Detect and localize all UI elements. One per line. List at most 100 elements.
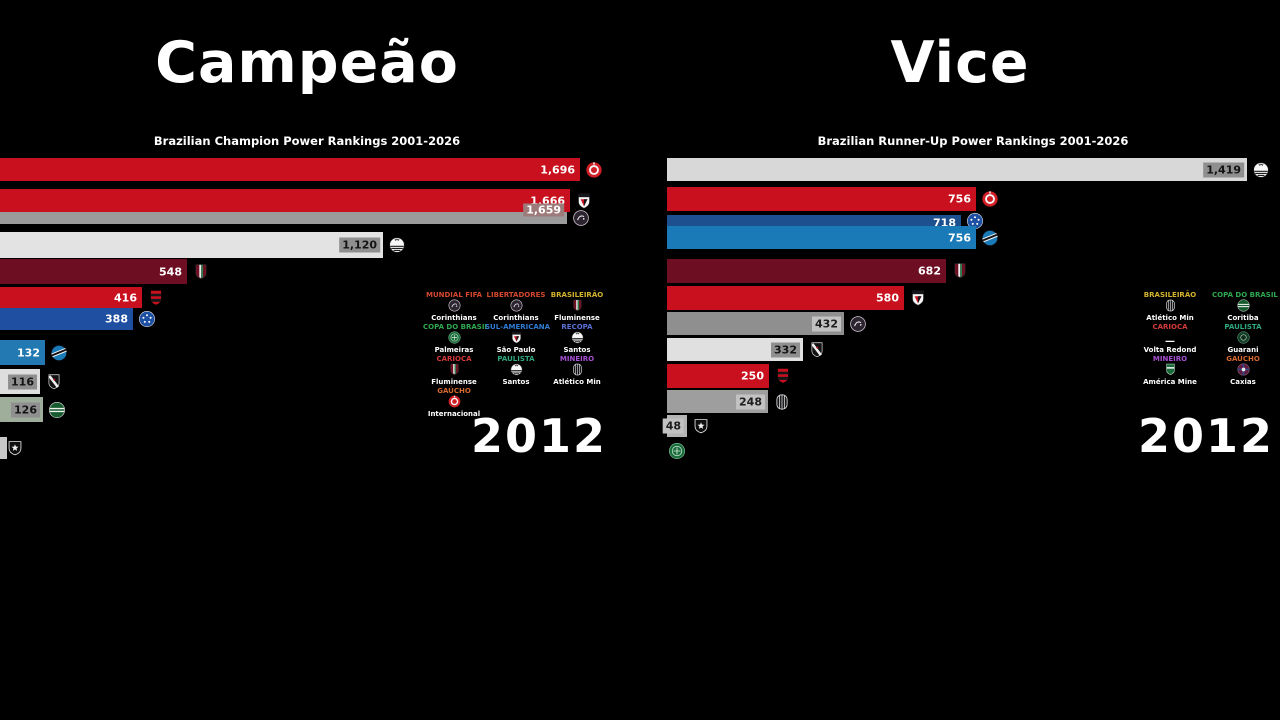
- champion-panel: Campeão Brazilian Champion Power Ranking…: [0, 30, 608, 463]
- santos-badge-icon: [389, 237, 406, 254]
- winner-label: Fluminense: [554, 314, 600, 322]
- bar-value-botafogo: 48: [662, 418, 684, 434]
- winner-label: Coritiba: [1227, 314, 1259, 322]
- winner-label: Guarani: [1227, 346, 1259, 354]
- winner-label: Internacional: [427, 410, 481, 418]
- competition-label: COPA DO BRASIL: [1212, 291, 1278, 299]
- bar-fluminense: [0, 259, 187, 284]
- competition-label: CARIOCA: [1152, 323, 1188, 331]
- bar-flamengo: [0, 287, 142, 308]
- flamengo-badge-icon: [148, 289, 165, 306]
- legend-champion: MUNDIAL FIFA Corinthians COPA DO BRASIL Pal…: [423, 291, 608, 419]
- bar-value-cruzeiro: 718: [933, 216, 956, 230]
- winner-label: Caxias: [1230, 378, 1256, 386]
- bar-value-sao-paulo: 1,666: [530, 194, 565, 207]
- bar-value-vasco-da-gama: 116: [8, 374, 37, 389]
- bar-internacional: [0, 158, 580, 181]
- internacional-badge-icon: [982, 191, 999, 208]
- palmeiras-badge-icon: [423, 331, 485, 346]
- guarani-badge-icon: [1212, 331, 1274, 346]
- legend-column: COPA DO BRASIL Coritiba PAULISTA Guarani GAÚ…: [1212, 291, 1278, 387]
- legend-item-libertadores: LIBERTADORES Corinthians: [485, 291, 547, 323]
- bar-value-gremio: 756: [948, 231, 971, 244]
- bar-cruzeiro: [667, 215, 961, 226]
- bar-value-flamengo: 416: [114, 291, 137, 304]
- bar-value-santos: 1,419: [1203, 162, 1244, 177]
- bar-value-corinthians: 1,659: [523, 203, 564, 217]
- legend-column: LIBERTADORES Corinthians SUL-AMERICANA São …: [485, 291, 551, 387]
- winner-label: Santos: [563, 346, 591, 354]
- winner-label: Corinthians: [493, 314, 539, 322]
- legend-item-copa-do-brasil: COPA DO BRASIL Palmeiras: [423, 323, 489, 355]
- bar-corinthians: [0, 212, 567, 224]
- panel-title-campeao: Campeão: [155, 30, 459, 96]
- competition-label: LIBERTADORES: [486, 291, 546, 299]
- bar-value-santos: 1,120: [339, 237, 380, 253]
- santos-badge-icon: [546, 331, 608, 346]
- winner-label: São Paulo: [496, 346, 536, 354]
- winner-label: Fluminense: [431, 378, 477, 386]
- competition-label: RECOPA: [561, 323, 593, 331]
- bar-value-coritiba: 126: [11, 402, 40, 417]
- year-label-runner-up: 2012: [1137, 409, 1275, 463]
- legend-item-recopa: RECOPA Santos: [546, 323, 608, 355]
- santos-badge-icon: [1253, 161, 1270, 178]
- bar-value-corinthians: 432: [812, 316, 841, 331]
- legend-item-mineiro: MINEIRO América Mine: [1139, 355, 1201, 387]
- legend-item-brasileirao: BRASILEIRÃO Fluminense: [546, 291, 608, 323]
- atletico-mineiro-badge-icon: [774, 393, 791, 410]
- competition-label: BRASILEIRÃO: [550, 291, 604, 299]
- bar-value-atletico-mineiro: 248: [736, 394, 765, 409]
- panel-title-vice: Vice: [890, 30, 1030, 96]
- legend-item-paulista: PAULISTA Santos: [485, 355, 547, 387]
- bar-vasco-da-gama: [667, 338, 803, 361]
- corinthians-badge-icon: [850, 315, 867, 332]
- competition-label: MINEIRO: [559, 355, 595, 363]
- bar-flamengo: [667, 364, 769, 388]
- legend-item-mundial-fifa: MUNDIAL FIFA Corinthians: [423, 291, 485, 323]
- corinthians-badge-icon: [423, 299, 485, 314]
- bar-value-vasco-da-gama: 332: [771, 342, 800, 357]
- chart-title-runner-up: Brazilian Runner-Up Power Rankings 2001-…: [817, 134, 1129, 148]
- bar-sao-paulo: [667, 286, 904, 310]
- santos-badge-icon: [485, 363, 547, 378]
- bar-value-fluminense: 548: [159, 265, 182, 278]
- sao-paulo-badge-icon: [910, 290, 927, 307]
- no-badge-dash: —: [1165, 336, 1175, 347]
- cruzeiro-badge-icon: [139, 311, 156, 328]
- legend-item-paulista: PAULISTA Guarani: [1212, 323, 1274, 355]
- bar-value-gremio: 132: [17, 346, 40, 359]
- fluminense-badge-icon: [952, 263, 969, 280]
- bar-value-internacional: 756: [948, 192, 971, 206]
- legend-item-gaucho: GAÚCHO Caxias: [1212, 355, 1274, 387]
- internacional-badge-icon: [423, 395, 485, 410]
- gremio-badge-icon: [982, 229, 999, 246]
- competition-label: SUL-AMERICANA: [485, 323, 551, 331]
- bar-botafogo: [0, 437, 7, 459]
- competition-label: MINEIRO: [1152, 355, 1188, 363]
- legend-item-copa-do-brasil: COPA DO BRASIL Coritiba: [1212, 291, 1278, 323]
- gremio-badge-icon: [51, 344, 68, 361]
- winner-label: Atlético Min: [1146, 314, 1194, 322]
- atletico-badge-icon: [546, 363, 608, 378]
- coritiba-badge-icon: [49, 401, 66, 418]
- corinthians-badge-icon: [573, 210, 590, 227]
- caxias-badge-icon: [1212, 363, 1274, 378]
- bar-gremio: [667, 226, 976, 249]
- competition-label: COPA DO BRASIL: [423, 323, 489, 331]
- vasco-da-gama-badge-icon: [46, 373, 63, 390]
- legend-column: MUNDIAL FIFA Corinthians COPA DO BRASIL Pal…: [423, 291, 489, 419]
- bar-value-cruzeiro: 388: [105, 312, 128, 326]
- fluminense-badge-icon: [193, 263, 210, 280]
- legend-item-gaucho: GAÚCHO Internacional: [423, 387, 485, 419]
- legend-item-brasileirao: BRASILEIRÃO Atlético Min: [1139, 291, 1201, 323]
- bar-cruzeiro: [0, 308, 133, 330]
- bar-value-internacional: 1,696: [540, 163, 575, 176]
- bar-gremio: [0, 340, 45, 365]
- chart-title-champion: Brazilian Champion Power Rankings 2001-2…: [153, 134, 461, 148]
- bar-value-flamengo: 250: [741, 369, 764, 383]
- sao-paulo-badge-icon: [576, 192, 593, 209]
- competition-label: GAÚCHO: [437, 387, 471, 395]
- vasco-da-gama-badge-icon: [809, 341, 826, 358]
